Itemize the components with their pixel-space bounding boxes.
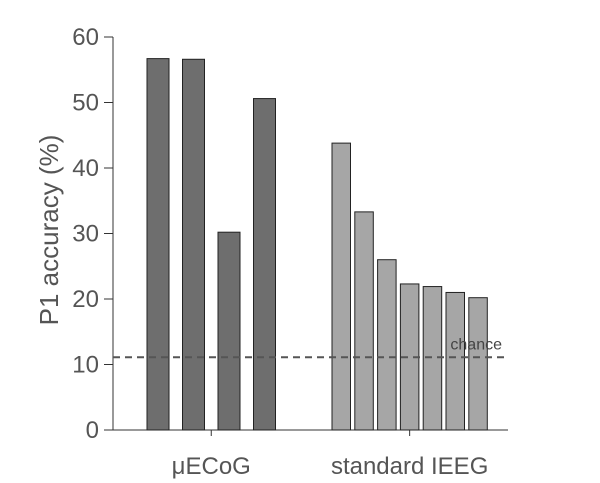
bar bbox=[468, 297, 488, 431]
bar bbox=[331, 142, 351, 431]
x-axis: μECoG standard IEEG bbox=[113, 429, 508, 480]
y-tick-label: 0 bbox=[86, 417, 99, 444]
bar bbox=[377, 259, 397, 431]
bar bbox=[253, 98, 276, 431]
chance-label: chance bbox=[450, 336, 502, 353]
y-tick-label: 60 bbox=[72, 24, 99, 51]
y-axis-title: P1 accuracy (%) bbox=[34, 135, 64, 326]
group-label: μECoG bbox=[172, 453, 251, 480]
group-label: standard IEEG bbox=[331, 453, 488, 480]
bar bbox=[146, 58, 170, 431]
y-tick-label: 40 bbox=[72, 155, 99, 182]
y-axis: 0 10 20 30 40 50 60 bbox=[72, 24, 114, 444]
bar bbox=[217, 231, 241, 431]
y-tick-label: 50 bbox=[72, 90, 99, 117]
y-tick-label: 20 bbox=[72, 286, 99, 313]
bar bbox=[445, 291, 465, 431]
y-tick-label: 10 bbox=[72, 352, 99, 379]
bar bbox=[354, 211, 374, 431]
bars bbox=[146, 58, 488, 431]
bar bbox=[182, 58, 205, 431]
chance-reference: chance bbox=[113, 336, 508, 359]
y-tick-label: 30 bbox=[72, 221, 99, 248]
